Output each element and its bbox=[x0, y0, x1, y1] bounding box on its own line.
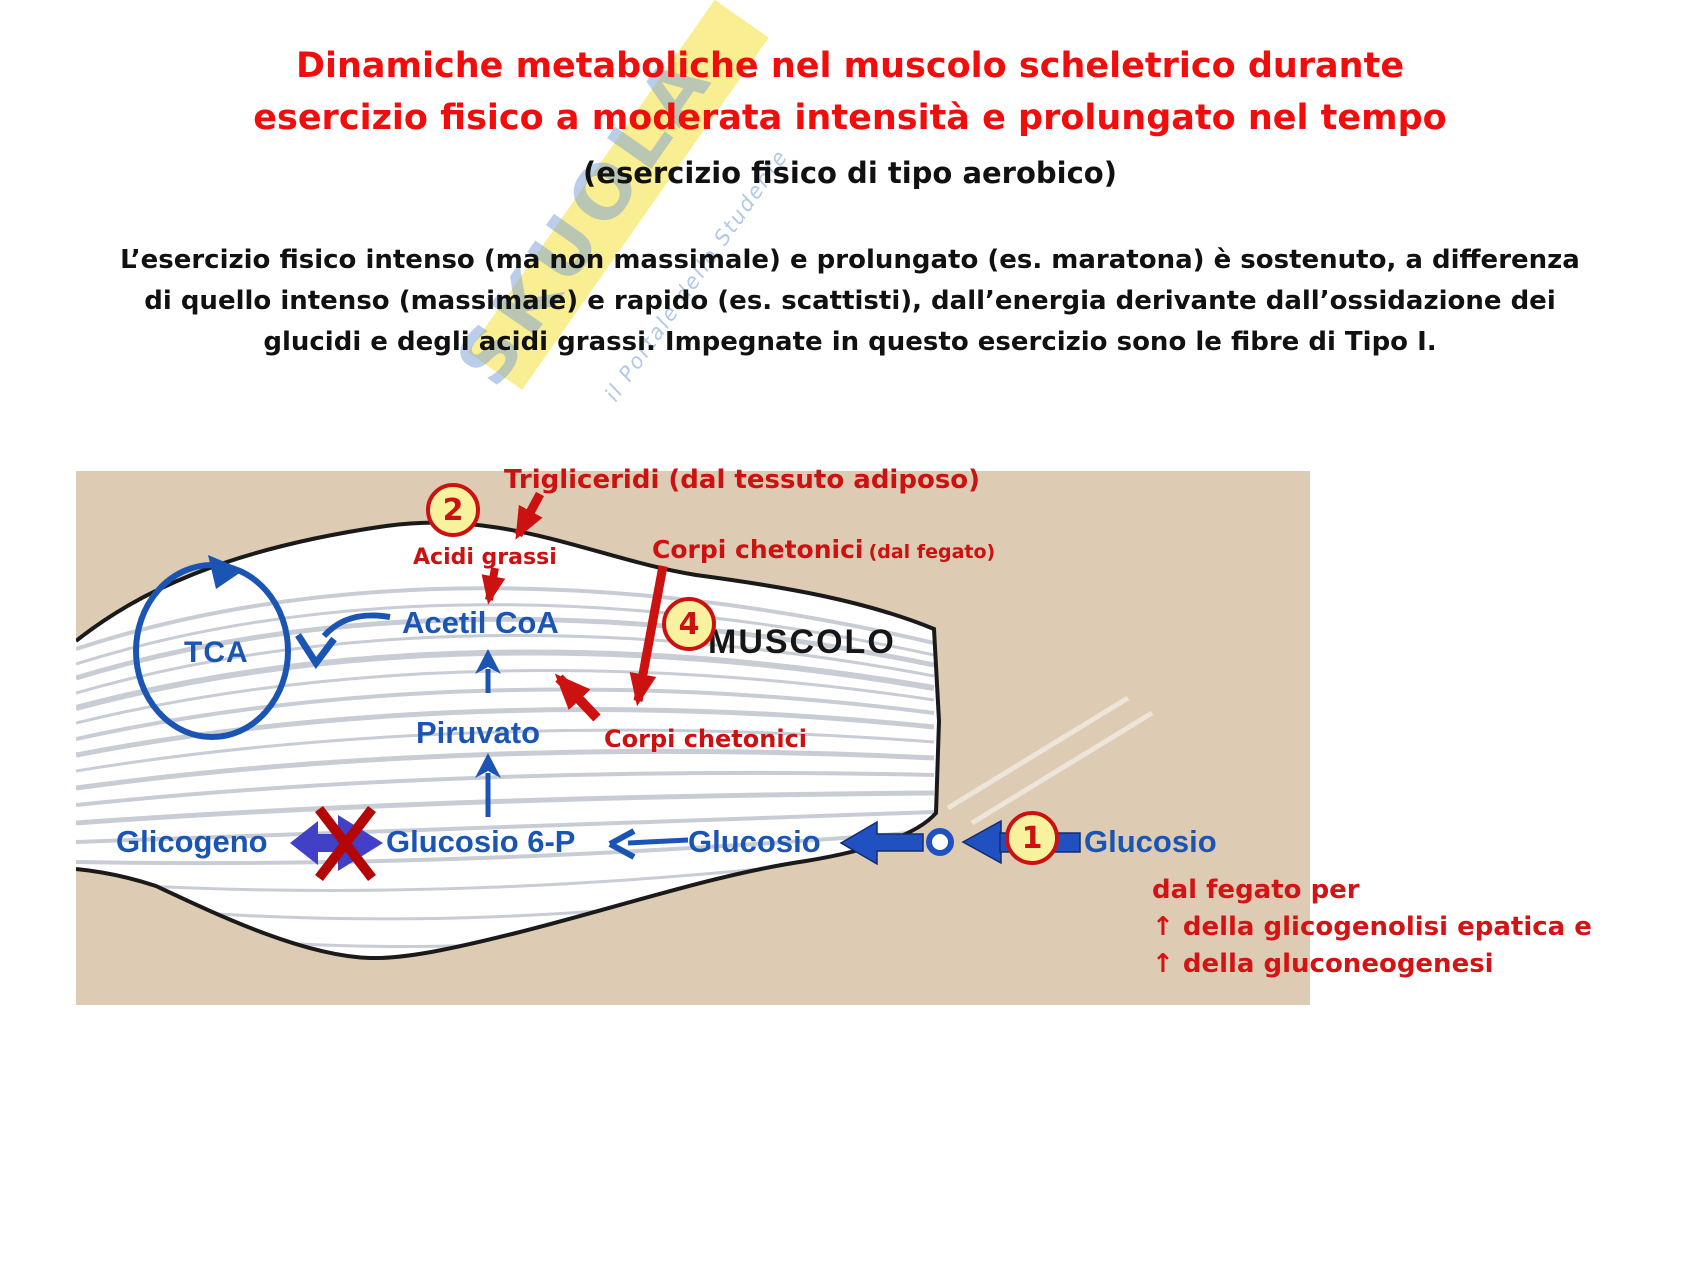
step-marker-1: 1 bbox=[1005, 811, 1059, 865]
node-acetil-coa: Acetil CoA bbox=[402, 605, 559, 640]
label-corpi-chetonici-main: Corpi chetonici bbox=[652, 535, 864, 564]
label-muscolo: MUSCOLO bbox=[708, 623, 896, 661]
intro-line2: di quello intenso (massimale) e rapido (… bbox=[144, 286, 1556, 316]
liver-note-line2: ↑ della glicogenolisi epatica e bbox=[1152, 912, 1592, 942]
liver-note: dal fegato per ↑ della glicogenolisi epa… bbox=[1152, 872, 1592, 983]
intro-paragraph: L’esercizio fisico intenso (ma non massi… bbox=[20, 240, 1680, 363]
tca-cycle-arrow bbox=[133, 555, 291, 740]
intro-line1: L’esercizio fisico intenso (ma non massi… bbox=[120, 245, 1580, 275]
title-block: Dinamiche metaboliche nel muscolo schele… bbox=[0, 40, 1700, 190]
step-marker-4: 4 bbox=[662, 597, 716, 651]
label-corpi-chetonici-inner: Corpi chetonici bbox=[604, 725, 808, 753]
piruvato-to-acetilcoa-arrow bbox=[475, 649, 501, 693]
step-marker-2: 2 bbox=[426, 483, 480, 537]
background-streaks bbox=[946, 695, 1154, 826]
glucosio6p-to-piruvato-arrow bbox=[475, 753, 501, 817]
diagram-canvas bbox=[76, 491, 1154, 961]
node-piruvato: Piruvato bbox=[416, 715, 541, 750]
acidi-grassi-arrow bbox=[481, 567, 506, 605]
node-glucosio-6p: Glucosio 6-P bbox=[386, 824, 576, 859]
node-glucosio-outer: Glucosio bbox=[1084, 824, 1217, 859]
node-tca: TCA bbox=[184, 636, 249, 669]
metabolism-diagram: Trigliceridi (dal tessuto adiposo) Acidi… bbox=[76, 465, 1310, 1005]
page-title-line2: esercizio fisico a moderata intensità e … bbox=[253, 98, 1447, 138]
glucose-transporter-icon bbox=[926, 828, 954, 856]
label-corpi-chetonici-fegato: Corpi chetonici (dal fegato) bbox=[652, 535, 995, 564]
muscle-shape bbox=[76, 520, 942, 961]
trigliceridi-arrow bbox=[514, 491, 544, 540]
page-subtitle: (esercizio fisico di tipo aerobico) bbox=[583, 156, 1117, 190]
intro-line3: glucidi e degli acidi grassi. Impegnate … bbox=[263, 327, 1437, 357]
node-glucosio-inner: Glucosio bbox=[688, 824, 821, 859]
transporter-to-cytosol-arrow bbox=[839, 820, 924, 866]
node-glicogeno: Glicogeno bbox=[116, 824, 268, 859]
corpi-chetonici-use-arrow bbox=[554, 673, 601, 722]
page-title-line1: Dinamiche metaboliche nel muscolo schele… bbox=[295, 46, 1405, 86]
label-acidi-grassi: Acidi grassi bbox=[413, 545, 557, 570]
liver-note-line1: dal fegato per bbox=[1152, 875, 1360, 905]
label-trigliceridi: Trigliceridi (dal tessuto adiposo) bbox=[504, 465, 981, 495]
label-corpi-chetonici-suffix: (dal fegato) bbox=[868, 541, 996, 563]
acetilcoa-to-tca-arrow bbox=[295, 612, 391, 670]
corpi-chetonici-entry-arrow bbox=[629, 565, 668, 707]
liver-note-line3: ↑ della gluconeogenesi bbox=[1152, 949, 1494, 979]
blocked-x-icon bbox=[315, 805, 376, 882]
glucosio-to-glucosio6p-arrow bbox=[608, 828, 689, 860]
red-arrows bbox=[481, 491, 668, 722]
muscle-stripes bbox=[76, 586, 935, 948]
